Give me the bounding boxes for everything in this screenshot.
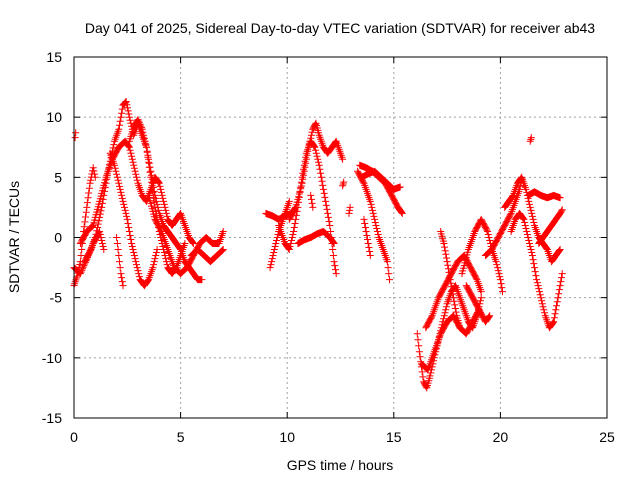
point-markers (356, 161, 406, 217)
series-track-33 (524, 188, 564, 202)
x-axis-label: GPS time / hours (287, 457, 394, 473)
series-track-26 (437, 228, 464, 332)
y-tick-label: 15 (46, 49, 62, 65)
y-tick-label: 10 (46, 109, 62, 125)
series-track-9 (145, 191, 227, 278)
series-track-10 (187, 246, 227, 266)
point-markers (285, 119, 347, 223)
point-markers (145, 191, 227, 278)
point-markers (458, 215, 506, 296)
series-track-29 (482, 176, 526, 259)
x-tick-label: 5 (177, 429, 185, 445)
point-markers (462, 282, 494, 326)
y-tick-labels: -15 -10 -5 0 5 10 15 (42, 49, 62, 426)
point-markers (294, 228, 338, 247)
series-track-25 (422, 252, 485, 332)
grid-lines (74, 57, 607, 418)
series-track-34 (535, 206, 566, 247)
data-points (70, 98, 566, 392)
y-tick-label: 0 (54, 230, 62, 246)
point-markers (266, 197, 293, 272)
axis-ticks (73, 56, 608, 419)
point-markers (345, 203, 354, 217)
series-track-2 (71, 129, 80, 142)
series-track-32 (526, 134, 535, 145)
point-markers (354, 167, 393, 284)
point-markers (418, 306, 483, 374)
x-tick-label: 0 (70, 429, 78, 445)
x-tick-labels: 0 5 10 15 20 25 (70, 429, 615, 445)
point-markers (482, 176, 526, 259)
point-markers (437, 228, 464, 332)
series-track-4 (76, 137, 197, 247)
series-track-18 (345, 203, 354, 217)
series-track-16 (307, 191, 317, 211)
point-markers (113, 234, 127, 290)
point-markers (524, 188, 564, 202)
point-markers (307, 191, 317, 211)
y-tick-label: -15 (42, 410, 62, 426)
point-markers (339, 178, 348, 190)
x-tick-label: 10 (279, 429, 295, 445)
chart-title: Day 041 of 2025, Sidereal Day-to-day VTE… (85, 20, 595, 36)
series-track-27 (458, 215, 506, 296)
series-track-20 (356, 161, 406, 217)
y-axis-label: SDTVAR / TECUs (6, 181, 22, 293)
point-markers (535, 206, 566, 247)
series-track-21 (354, 167, 393, 284)
y-tick-label: 5 (54, 169, 62, 185)
point-markers (187, 246, 227, 266)
series-track-31 (507, 209, 566, 332)
point-markers (71, 129, 80, 142)
series-track-17 (339, 178, 348, 190)
y-tick-label: -5 (50, 290, 63, 306)
point-markers (360, 215, 374, 259)
point-markers (76, 137, 197, 247)
series-track-6 (106, 149, 161, 290)
y-tick-label: -10 (42, 350, 62, 366)
series-track-14 (285, 119, 347, 223)
series-track-22 (360, 215, 374, 259)
x-tick-label: 25 (599, 429, 615, 445)
series-track-11 (266, 197, 293, 272)
series-track-28 (462, 282, 494, 326)
point-markers (526, 134, 535, 145)
x-tick-label: 15 (386, 429, 402, 445)
series-track-15 (294, 228, 338, 247)
point-markers (106, 149, 161, 290)
point-markers (422, 252, 485, 332)
x-tick-label: 20 (493, 429, 509, 445)
series-track-24 (418, 306, 483, 374)
point-markers (507, 209, 566, 332)
series-track-7 (113, 234, 127, 290)
